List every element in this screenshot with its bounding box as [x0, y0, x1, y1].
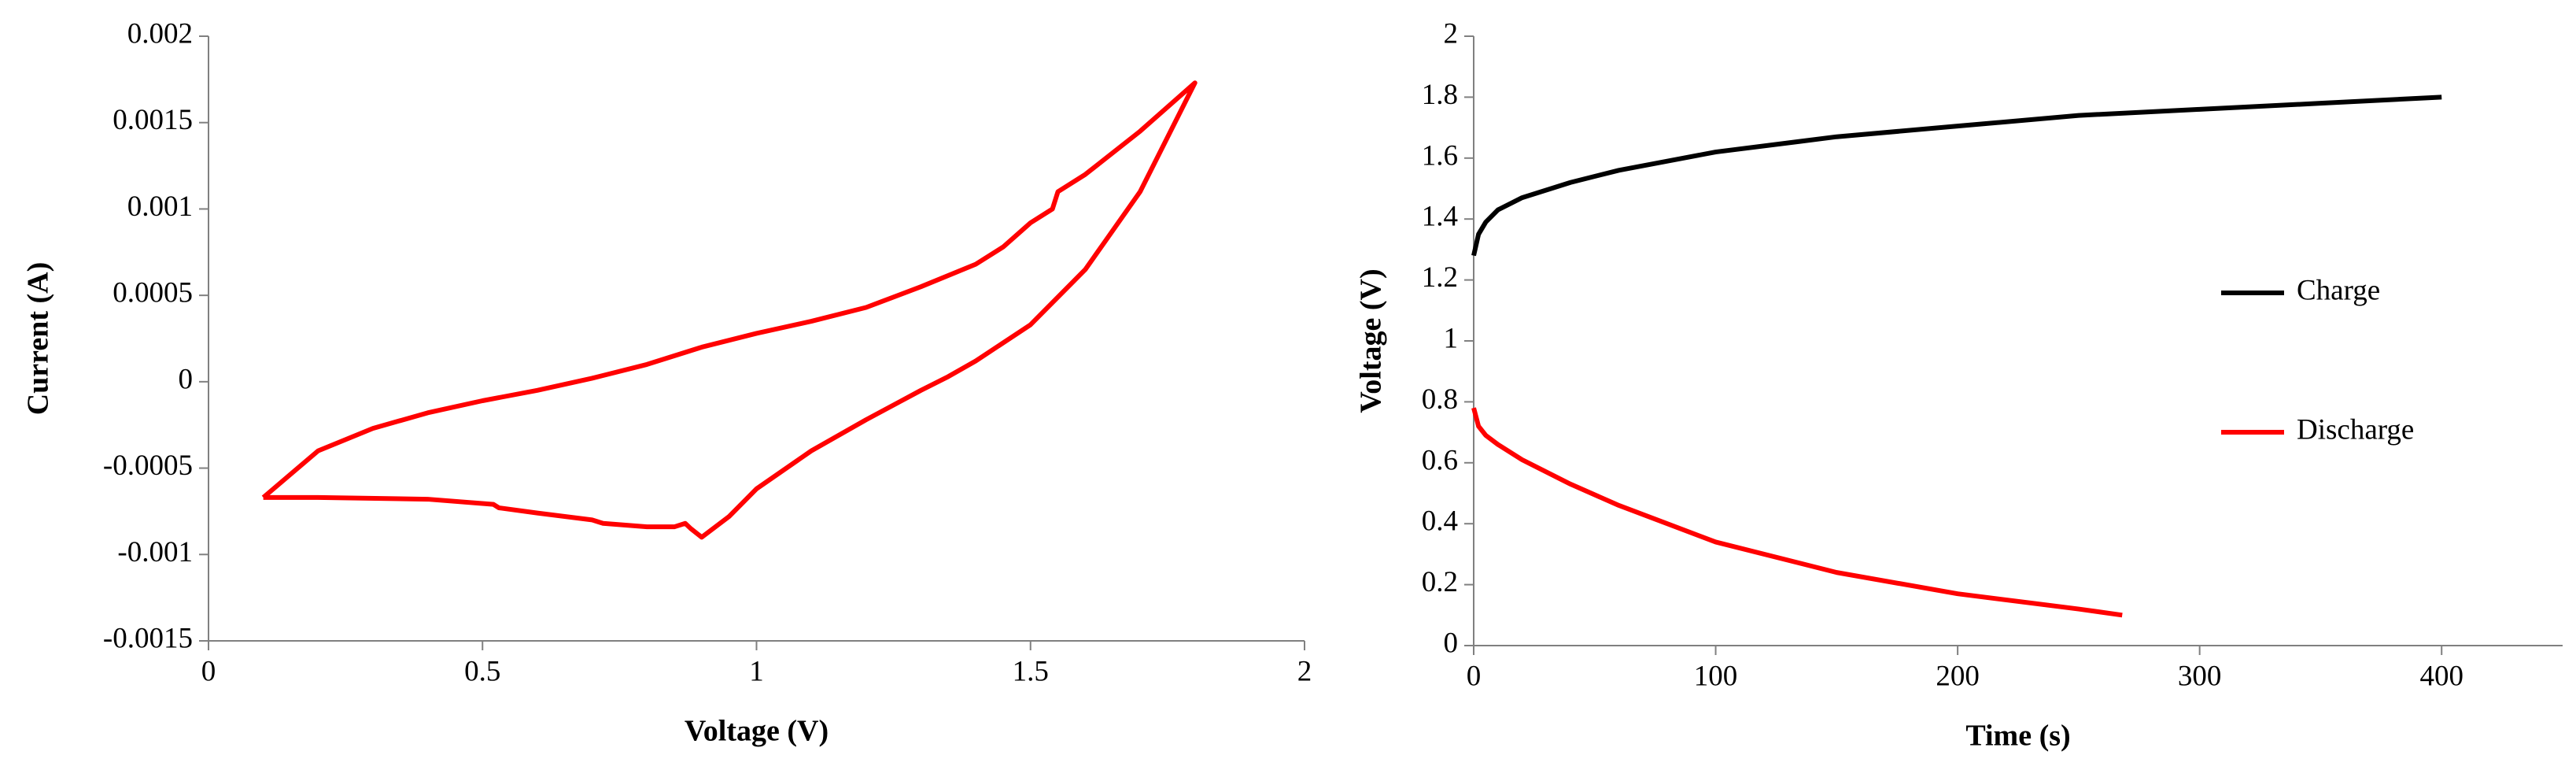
y-tick-label: 0.4 — [1422, 505, 1458, 538]
y-tick-label: 1.2 — [1422, 261, 1458, 294]
y-tick-label: 0.6 — [1422, 444, 1458, 476]
x-tick-label: 0 — [1467, 660, 1482, 692]
x-tick-label: 1.5 — [1013, 655, 1049, 687]
y-tick-label: -0.0015 — [103, 622, 193, 654]
legend-label: Discharge — [2297, 413, 2414, 446]
y-tick-label: 1.6 — [1422, 139, 1458, 172]
y-tick-label: 0.001 — [127, 191, 193, 223]
y-tick-label: 0.8 — [1422, 383, 1458, 416]
data-line — [261, 80, 1198, 540]
y-axis-title: Current (A) — [22, 262, 55, 416]
data-line — [1471, 407, 2123, 618]
y-tick-label: -0.001 — [117, 536, 193, 568]
x-tick-label: 200 — [1936, 660, 1980, 692]
x-axis-title: Voltage (V) — [685, 715, 829, 748]
y-tick-label: 0.002 — [127, 17, 193, 50]
y-tick-label: 0.2 — [1422, 566, 1458, 598]
x-tick-label: 0 — [201, 655, 216, 687]
data-line — [1471, 94, 2442, 257]
y-tick-label: 2 — [1444, 17, 1459, 50]
x-tick-label: 300 — [2178, 660, 2222, 692]
x-tick-label: 100 — [1694, 660, 1738, 692]
y-tick-label: -0.0005 — [103, 450, 193, 482]
legend-label: Charge — [2297, 274, 2380, 306]
x-tick-label: 0.5 — [464, 655, 500, 687]
y-tick-label: 0.0005 — [113, 277, 193, 309]
y-tick-label: 0.0015 — [113, 104, 193, 136]
x-tick-label: 2 — [1297, 655, 1312, 687]
y-tick-label: 1.4 — [1422, 201, 1458, 233]
y-axis-title: Voltage (V) — [1355, 268, 1388, 413]
y-tick-label: 1.8 — [1422, 79, 1458, 111]
y-tick-label: 0 — [1444, 627, 1459, 659]
x-axis-title: Time (s) — [1965, 720, 2070, 753]
y-tick-label: 1 — [1444, 322, 1459, 354]
x-tick-label: 400 — [2419, 660, 2463, 692]
y-tick-label: 0 — [179, 363, 194, 395]
x-tick-label: 1 — [749, 655, 764, 687]
